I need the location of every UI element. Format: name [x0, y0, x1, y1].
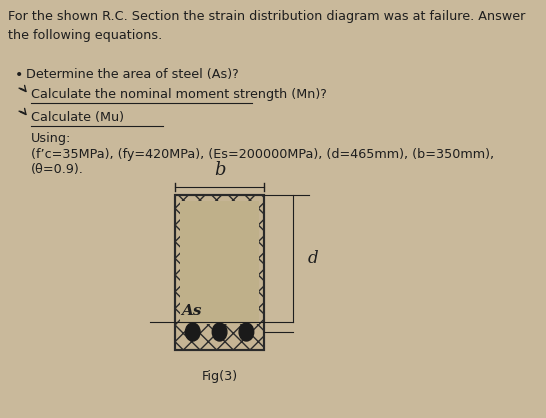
Text: Determine the area of steel (As)?: Determine the area of steel (As)?: [26, 68, 239, 81]
Bar: [175, 195, 264, 350]
Circle shape: [239, 323, 254, 341]
Text: As: As: [181, 304, 202, 318]
Text: Calculate the nominal moment strength (Mn)?: Calculate the nominal moment strength (M…: [31, 88, 327, 101]
Text: (f’c=35MPa), (fy=420MPa), (Es=200000MPa), (d=465mm), (b=350mm),: (f’c=35MPa), (fy=420MPa), (Es=200000MPa)…: [31, 148, 494, 161]
Text: Fig(3): Fig(3): [201, 370, 238, 383]
Text: d: d: [307, 250, 318, 267]
Text: •: •: [15, 68, 23, 82]
Circle shape: [186, 323, 200, 341]
Text: (θ=0.9).: (θ=0.9).: [31, 163, 84, 176]
Text: b: b: [214, 161, 225, 179]
Circle shape: [212, 323, 227, 341]
Text: Using:: Using:: [31, 132, 72, 145]
Text: For the shown R.C. Section the strain distribution diagram was at failure. Answe: For the shown R.C. Section the strain di…: [8, 10, 525, 42]
Text: Calculate (Mu): Calculate (Mu): [31, 111, 124, 124]
Bar: [180, 201, 259, 324]
Bar: [175, 195, 264, 350]
